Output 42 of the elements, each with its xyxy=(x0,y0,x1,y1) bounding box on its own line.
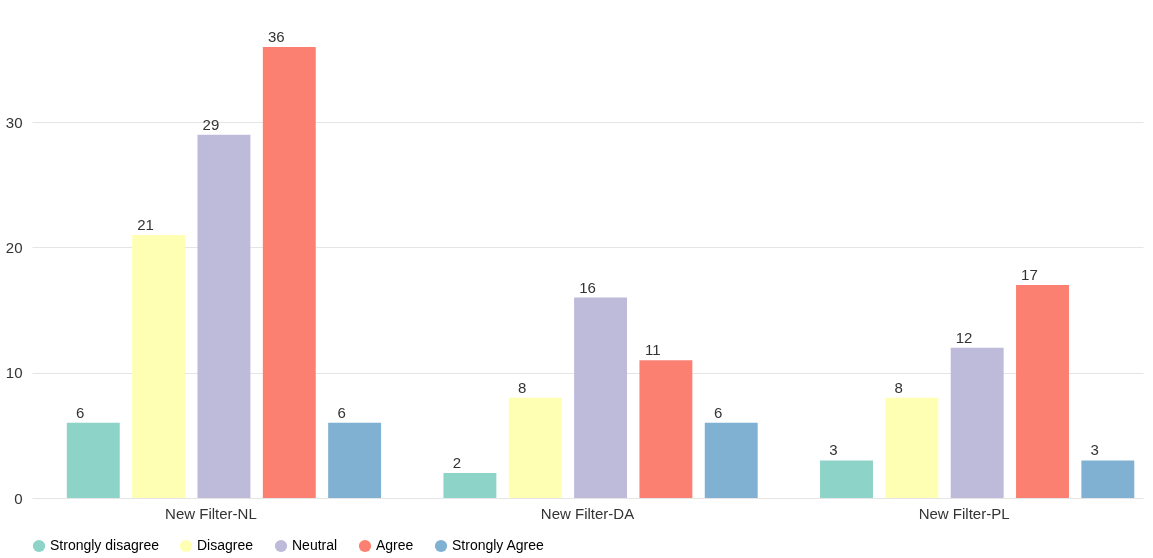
legend-label: Neutral xyxy=(292,537,338,553)
bar xyxy=(950,347,1004,498)
bar xyxy=(443,472,497,498)
x-tick-label: New Filter-PL xyxy=(918,504,1010,522)
x-tick-label: New Filter-NL xyxy=(165,504,257,522)
data-label: 2 xyxy=(452,453,462,471)
data-label: 36 xyxy=(267,28,285,45)
data-label: 12 xyxy=(955,328,973,346)
y-tick-label: 20 xyxy=(5,238,23,256)
data-label: 16 xyxy=(579,278,596,296)
legend-label: Disagree xyxy=(197,537,254,553)
bar xyxy=(508,397,562,498)
y-tick-label: 10 xyxy=(5,364,23,382)
data-label: 6 xyxy=(713,403,723,421)
data-label: 6 xyxy=(337,403,346,421)
bar xyxy=(262,47,316,498)
bar xyxy=(197,134,251,498)
x-tick-label: New Filter-DA xyxy=(540,504,635,522)
data-label: 29 xyxy=(202,115,220,133)
data-label: 6 xyxy=(76,403,85,421)
bar xyxy=(1016,285,1069,498)
legend-label: Strongly Agree xyxy=(452,537,545,553)
bar xyxy=(639,360,693,498)
bar xyxy=(1081,460,1135,498)
data-label: 8 xyxy=(894,378,903,396)
bar xyxy=(132,234,186,498)
data-label: 3 xyxy=(829,441,838,459)
data-label: 3 xyxy=(1090,441,1099,459)
y-tick-label: 0 xyxy=(14,489,23,507)
data-label: 17 xyxy=(1021,266,1038,284)
data-label: 8 xyxy=(518,378,527,396)
bar xyxy=(66,422,120,498)
bar xyxy=(704,422,758,498)
bar xyxy=(574,297,628,498)
legend-label: Strongly disagree xyxy=(50,537,160,553)
data-label: 11 xyxy=(645,341,661,359)
data-label: 21 xyxy=(137,215,154,233)
bar xyxy=(328,422,382,498)
bar xyxy=(820,460,873,498)
y-tick-label: 30 xyxy=(5,113,23,131)
bar xyxy=(885,397,939,498)
legend-label: Agree xyxy=(376,537,414,553)
